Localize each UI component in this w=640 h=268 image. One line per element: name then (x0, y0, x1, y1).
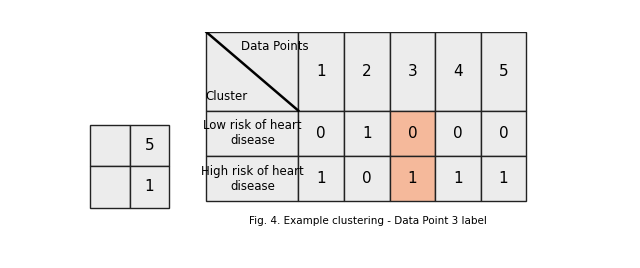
Text: 1: 1 (499, 171, 508, 186)
Bar (207, 32, 298, 111)
Bar (90, 125, 129, 166)
Text: 1: 1 (145, 180, 154, 194)
Text: 2: 2 (362, 64, 371, 79)
Bar (435, 156, 481, 201)
Bar (390, 156, 435, 201)
Text: 0: 0 (408, 126, 417, 141)
Text: 1: 1 (362, 126, 371, 141)
Bar (129, 125, 169, 166)
Bar (129, 166, 169, 207)
Bar (207, 156, 298, 201)
Text: High risk of heart
disease: High risk of heart disease (201, 165, 304, 193)
Text: Fig. 4. Example clustering - Data Point 3 label: Fig. 4. Example clustering - Data Point … (249, 216, 486, 226)
Bar (481, 111, 526, 156)
Bar (344, 32, 390, 111)
Text: 5: 5 (145, 138, 154, 153)
Bar (390, 111, 435, 156)
Bar (481, 156, 526, 201)
Bar (390, 32, 435, 111)
Text: 1: 1 (453, 171, 463, 186)
Text: 1: 1 (316, 171, 326, 186)
Bar (344, 111, 390, 156)
Text: 3: 3 (408, 64, 417, 79)
Text: 1: 1 (408, 171, 417, 186)
Text: Low risk of heart
disease: Low risk of heart disease (203, 119, 301, 147)
Text: 1: 1 (316, 64, 326, 79)
Text: 0: 0 (362, 171, 371, 186)
Bar (298, 32, 344, 111)
Bar (481, 32, 526, 111)
Text: 5: 5 (499, 64, 508, 79)
Text: 0: 0 (316, 126, 326, 141)
Text: 0: 0 (499, 126, 508, 141)
Text: 4: 4 (453, 64, 463, 79)
Text: Cluster: Cluster (205, 90, 248, 103)
Bar (435, 111, 481, 156)
Bar (298, 111, 344, 156)
Bar (207, 111, 298, 156)
Bar (344, 156, 390, 201)
Text: 0: 0 (453, 126, 463, 141)
Bar (90, 166, 129, 207)
Text: Data Points: Data Points (241, 40, 309, 53)
Bar (298, 156, 344, 201)
Bar (435, 32, 481, 111)
